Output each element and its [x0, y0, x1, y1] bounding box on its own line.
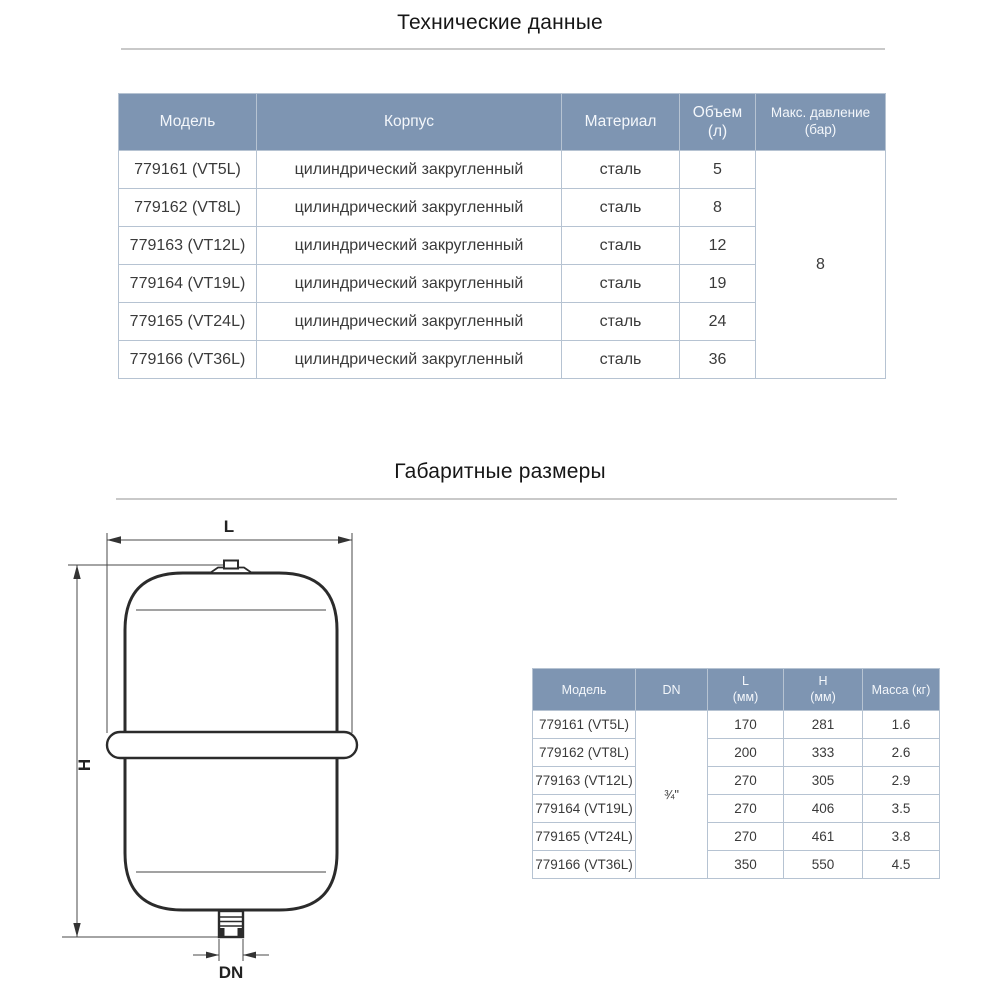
dimension-label-dn: DN	[219, 963, 244, 982]
dims-table-row: 779162 (VT8L) 200 333 2.6	[532, 738, 940, 767]
col-header-mass: Масса (кг)	[862, 668, 940, 711]
cell-h: 333	[783, 738, 863, 767]
cell-material: сталь	[561, 264, 680, 303]
col-header-material: Материал	[561, 93, 680, 151]
cell-body: цилиндрический закругленный	[256, 150, 562, 189]
dimension-label-l: L	[224, 517, 234, 536]
cell-model: 779165 (VT24L)	[532, 822, 636, 851]
cell-body: цилиндрический закругленный	[256, 188, 562, 227]
cell-l: 200	[707, 738, 784, 767]
cell-model: 779164 (VT19L)	[118, 264, 257, 303]
cell-volume: 36	[679, 340, 756, 379]
cell-model: 779164 (VT19L)	[532, 794, 636, 823]
dims-table-row: 779166 (VT36L) 350 550 4.5	[532, 850, 940, 879]
col-header-l: L (мм)	[707, 668, 784, 711]
cell-l: 270	[707, 766, 784, 795]
tech-table-row: 779164 (VT19L) цилиндрический закругленн…	[118, 264, 886, 303]
cell-volume: 8	[679, 188, 756, 227]
tech-table-row: 779163 (VT12L) цилиндрический закругленн…	[118, 226, 886, 265]
divider-line	[116, 498, 897, 500]
tech-table-row: 779161 (VT5L) цилиндрический закругленны…	[118, 150, 886, 379]
dims-table-row: 779161 (VT5L) ¾" 170 281 1.6	[532, 710, 940, 879]
cell-material: сталь	[561, 188, 680, 227]
cell-max-pressure: 8	[755, 150, 886, 379]
tank-outlet-connection	[217, 909, 245, 939]
cell-material: сталь	[561, 226, 680, 265]
technical-data-table: Модель Корпус Материал Объем (л) Макс. д…	[118, 93, 886, 379]
cell-volume: 12	[679, 226, 756, 265]
section-title-overall-dimensions: Габаритные размеры	[394, 460, 606, 483]
tech-table-row: 779162 (VT8L) цилиндрический закругленны…	[118, 188, 886, 227]
dimension-arrows	[73, 536, 352, 959]
cell-l: 170	[707, 710, 784, 739]
dimension-lines	[62, 533, 353, 961]
cell-volume: 24	[679, 302, 756, 341]
tech-header-row: Модель Корпус Материал Объем (л) Макс. д…	[118, 93, 886, 151]
cell-mass: 4.5	[862, 850, 940, 879]
cell-h: 406	[783, 794, 863, 823]
cell-mass: 3.5	[862, 794, 940, 823]
col-header-max-pressure: Макс. давление (бар)	[755, 93, 886, 151]
cell-model: 779162 (VT8L)	[118, 188, 257, 227]
cell-material: сталь	[561, 340, 680, 379]
cell-material: сталь	[561, 302, 680, 341]
dims-table-row: 779164 (VT19L) 270 406 3.5	[532, 794, 940, 823]
cell-h: 281	[783, 710, 863, 739]
cell-model: 779162 (VT8L)	[532, 738, 636, 767]
cell-body: цилиндрический закругленный	[256, 302, 562, 341]
dims-table-row: 779163 (VT12L) 270 305 2.9	[532, 766, 940, 795]
cell-dn: ¾"	[635, 710, 708, 879]
cell-l: 350	[707, 850, 784, 879]
tank-dimension-diagram: L H DN	[62, 517, 359, 982]
cell-mass: 1.6	[862, 710, 940, 739]
cell-model: 779166 (VT36L)	[532, 850, 636, 879]
col-header-volume: Объем (л)	[679, 93, 756, 151]
cell-l: 270	[707, 794, 784, 823]
divider-line	[121, 48, 885, 50]
cell-l: 270	[707, 822, 784, 851]
cell-model: 779163 (VT12L)	[118, 226, 257, 265]
cell-body: цилиндрический закругленный	[256, 340, 562, 379]
dimensions-table: Модель DN L (мм) H (мм) Масса (кг) 77916…	[532, 668, 940, 879]
dims-table-row: 779165 (VT24L) 270 461 3.8	[532, 822, 940, 851]
col-header-h: H (мм)	[783, 668, 863, 711]
col-header-dn: DN	[635, 668, 708, 711]
cell-mass: 3.8	[862, 822, 940, 851]
cell-volume: 5	[679, 150, 756, 189]
cell-model: 779163 (VT12L)	[532, 766, 636, 795]
cell-body: цилиндрический закругленный	[256, 226, 562, 265]
cell-volume: 19	[679, 264, 756, 303]
tank-belt	[105, 730, 359, 760]
cell-h: 461	[783, 822, 863, 851]
cell-model: 779165 (VT24L)	[118, 302, 257, 341]
cell-mass: 2.6	[862, 738, 940, 767]
dimension-label-h: H	[75, 759, 94, 771]
tank-air-valve	[207, 559, 255, 574]
cell-mass: 2.9	[862, 766, 940, 795]
section-title-technical-data: Технические данные	[397, 11, 603, 34]
tank-seam-lines	[136, 609, 326, 873]
cell-model: 779161 (VT5L)	[118, 150, 257, 189]
cell-model: 779166 (VT36L)	[118, 340, 257, 379]
cell-model: 779161 (VT5L)	[532, 710, 636, 739]
tech-table-row: 779166 (VT36L) цилиндрический закругленн…	[118, 340, 886, 379]
col-header-body: Корпус	[256, 93, 562, 151]
cell-material: сталь	[561, 150, 680, 189]
dims-header-row: Модель DN L (мм) H (мм) Масса (кг)	[532, 668, 940, 711]
col-header-model: Модель	[118, 93, 257, 151]
col-header-model: Модель	[532, 668, 636, 711]
cell-h: 550	[783, 850, 863, 879]
cell-h: 305	[783, 766, 863, 795]
cell-body: цилиндрический закругленный	[256, 264, 562, 303]
